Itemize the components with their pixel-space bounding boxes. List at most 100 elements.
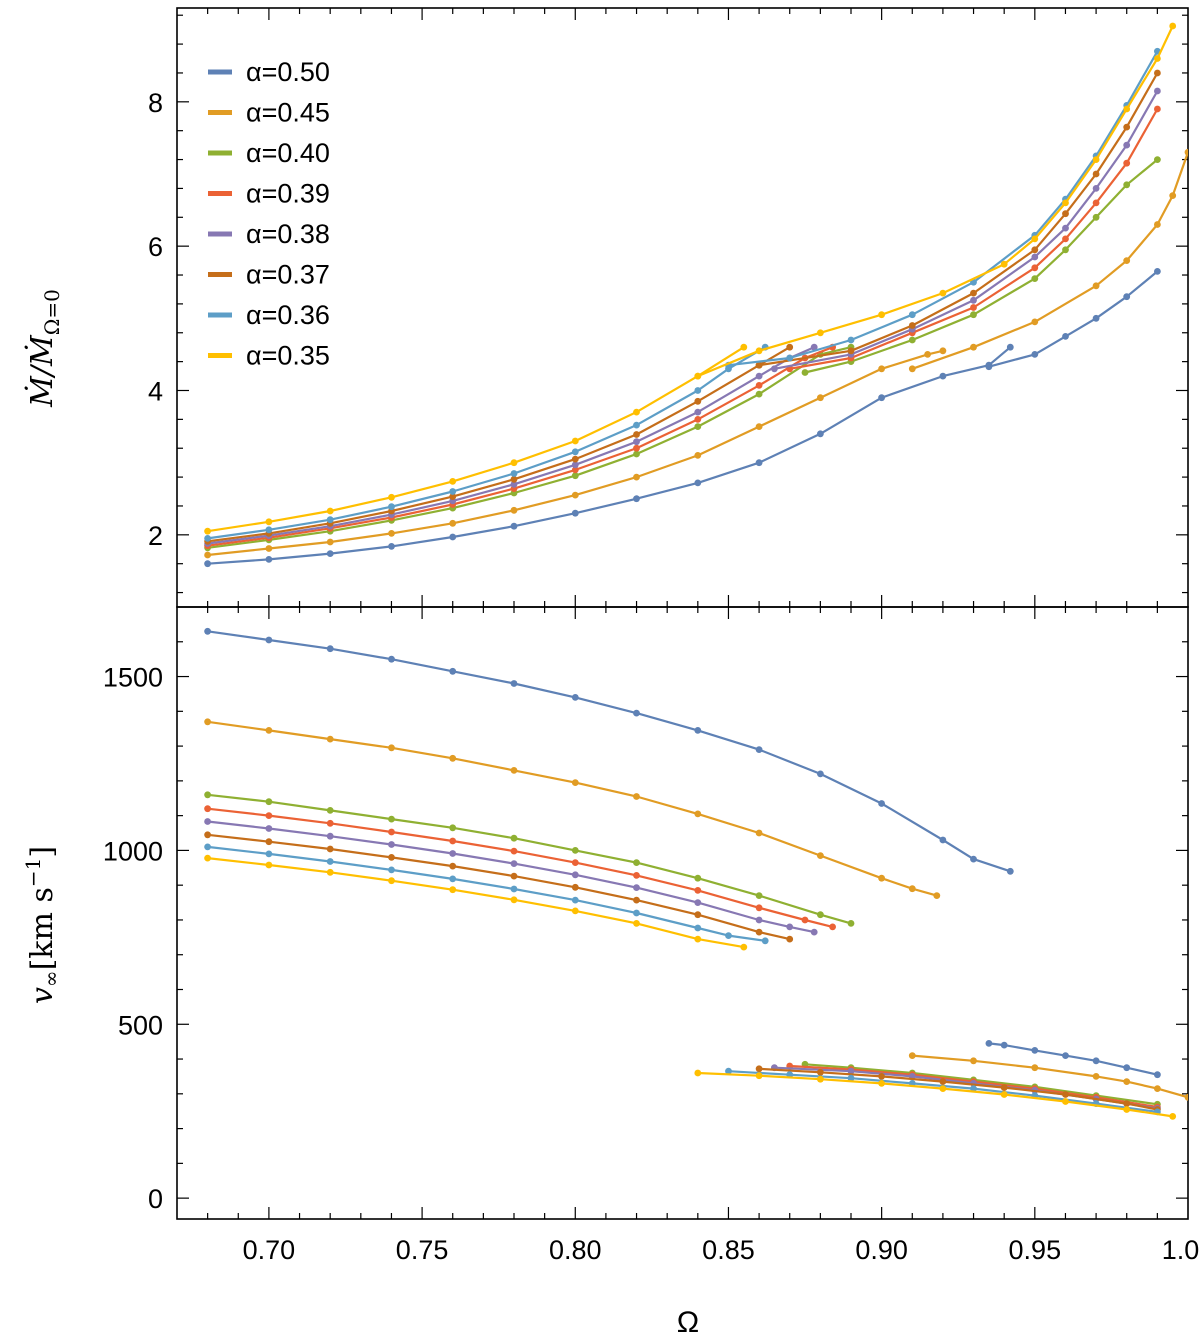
bottom-data-point [510, 885, 518, 893]
bottom-data-point [571, 859, 579, 866]
bottom-data-point [939, 1085, 947, 1092]
bottom-data-point [755, 1065, 763, 1073]
bottom-data-point [1006, 867, 1014, 875]
bottom-data-point [204, 843, 212, 851]
bottom-data-point [939, 836, 947, 844]
top-y-axis-title-sub: Ω=0 [40, 289, 64, 335]
top-series-line [207, 346, 834, 547]
top-data-point [571, 466, 579, 474]
top-data-point [694, 452, 702, 459]
top-data-point [510, 480, 518, 488]
bottom-data-point [878, 1080, 885, 1087]
top-series-line [697, 25, 1174, 378]
top-data-point [1154, 105, 1161, 113]
bottom-data-point [326, 845, 334, 853]
bottom-data-point [204, 805, 212, 813]
top-series-α=0.40 [204, 156, 1161, 552]
top-data-point [1031, 351, 1039, 358]
bottom-data-point [449, 850, 457, 857]
bottom-series-line [207, 845, 766, 942]
top-data-point [571, 491, 579, 499]
bottom-series-line [207, 807, 833, 928]
top-data-point [571, 455, 579, 463]
bottom-data-point [510, 860, 518, 867]
top-y-axis-title: Ṁ/ṀΩ=0 [24, 289, 64, 408]
top-data-point [449, 488, 457, 495]
bottom-data-point [633, 884, 640, 891]
top-data-point [755, 423, 763, 430]
top-data-point [1031, 235, 1039, 243]
top-data-point [755, 459, 763, 467]
top-data-point [1062, 199, 1069, 207]
top-data-point [571, 509, 579, 517]
top-data-point [265, 556, 273, 563]
bottom-data-point [326, 832, 334, 840]
bottom-data-point [694, 935, 702, 943]
top-y-tick-label: 8 [148, 88, 163, 118]
bottom-panel: 0 500 1000 1500 0.70 0.75 0.80 0.85 0.90 0.95 1.00 [103, 606, 1200, 1265]
top-data-point [1169, 192, 1177, 200]
top-series-line [207, 346, 791, 543]
bottom-data-point [939, 1078, 947, 1085]
top-data-point [388, 493, 395, 501]
bottom-data-point [755, 1072, 763, 1080]
bottom-data-point [204, 791, 212, 799]
top-data-point [571, 448, 579, 456]
bottom-data-point [985, 1040, 993, 1047]
bottom-data-point [1123, 1100, 1131, 1107]
top-data-point [771, 365, 778, 373]
bottom-series-line [988, 1042, 1158, 1076]
bottom-data-point [449, 875, 457, 883]
top-data-point [1006, 343, 1014, 351]
top-data-point [801, 369, 809, 376]
top-data-point [1123, 123, 1131, 131]
top-data-point [694, 397, 702, 405]
bottom-data-point [265, 636, 273, 644]
bottom-data-point [388, 841, 395, 848]
bottom-data-point [265, 850, 273, 858]
bottom-data-point [1123, 1078, 1131, 1085]
legend: α=0.50 α=0.45 α=0.40 α=0.39 α=0.38 α=0.37 α=0.… [208, 57, 330, 371]
bottom-data-point [633, 709, 640, 717]
bottom-data-point [204, 831, 212, 839]
top-data-point [694, 372, 702, 380]
top-data-point [633, 444, 640, 452]
bottom-series-line [207, 857, 744, 949]
bottom-data-point [388, 828, 395, 836]
top-data-point [694, 423, 702, 430]
top-data-point [510, 475, 518, 483]
top-data-point [388, 503, 395, 511]
legend-entry-label: α=0.45 [246, 98, 330, 128]
bottom-data-point [847, 1067, 855, 1075]
bottom-data-point [1062, 1098, 1069, 1105]
bottom-y-axis-title-exp: −1 [21, 858, 45, 887]
bottom-data-point [810, 928, 818, 936]
bottom-data-point [755, 829, 763, 837]
bottom-y-tick-label: 1000 [103, 836, 163, 866]
top-y-tick-label: 6 [148, 232, 163, 262]
top-series-line [207, 346, 745, 533]
bottom-series-line [207, 720, 938, 897]
bottom-data-point [755, 746, 763, 753]
top-series-line [207, 346, 766, 540]
bottom-data-point [449, 862, 457, 870]
bottom-data-point [694, 911, 702, 919]
top-data-point [694, 387, 702, 394]
top-data-point [265, 518, 273, 526]
bottom-data-point [449, 837, 457, 845]
bottom-data-point [725, 1067, 732, 1075]
bottom-data-point [817, 770, 824, 778]
top-data-point [970, 343, 977, 351]
top-data-point [817, 430, 824, 438]
bottom-data-point [326, 735, 334, 743]
top-data-point [755, 347, 763, 355]
bottom-data-point [694, 874, 702, 882]
top-series-α=0.45 [204, 148, 1188, 559]
top-series-line [988, 270, 1159, 368]
top-series-line [207, 346, 815, 545]
bottom-data-point [449, 754, 457, 762]
top-data-point [1031, 246, 1039, 254]
top-data-point [633, 438, 640, 446]
bottom-series-α=0.35 [204, 854, 1177, 1120]
top-data-point [204, 560, 212, 568]
